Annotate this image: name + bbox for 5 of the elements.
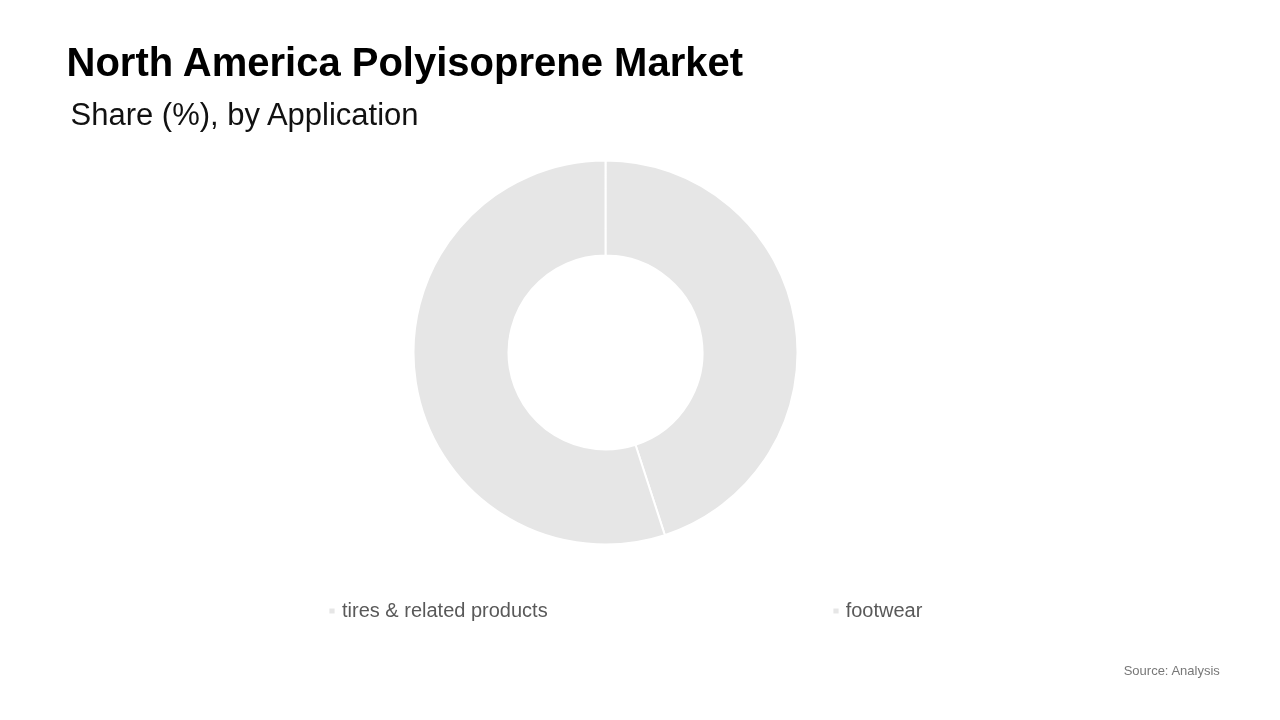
chart-subtitle: Share (%), by Application xyxy=(70,97,419,132)
legend-label: tires & related products xyxy=(342,599,548,622)
chart-title: North America Polyisoprene Market xyxy=(66,39,744,84)
legend-label: footwear xyxy=(845,599,923,622)
source-note: Source: Analysis xyxy=(1123,663,1221,678)
